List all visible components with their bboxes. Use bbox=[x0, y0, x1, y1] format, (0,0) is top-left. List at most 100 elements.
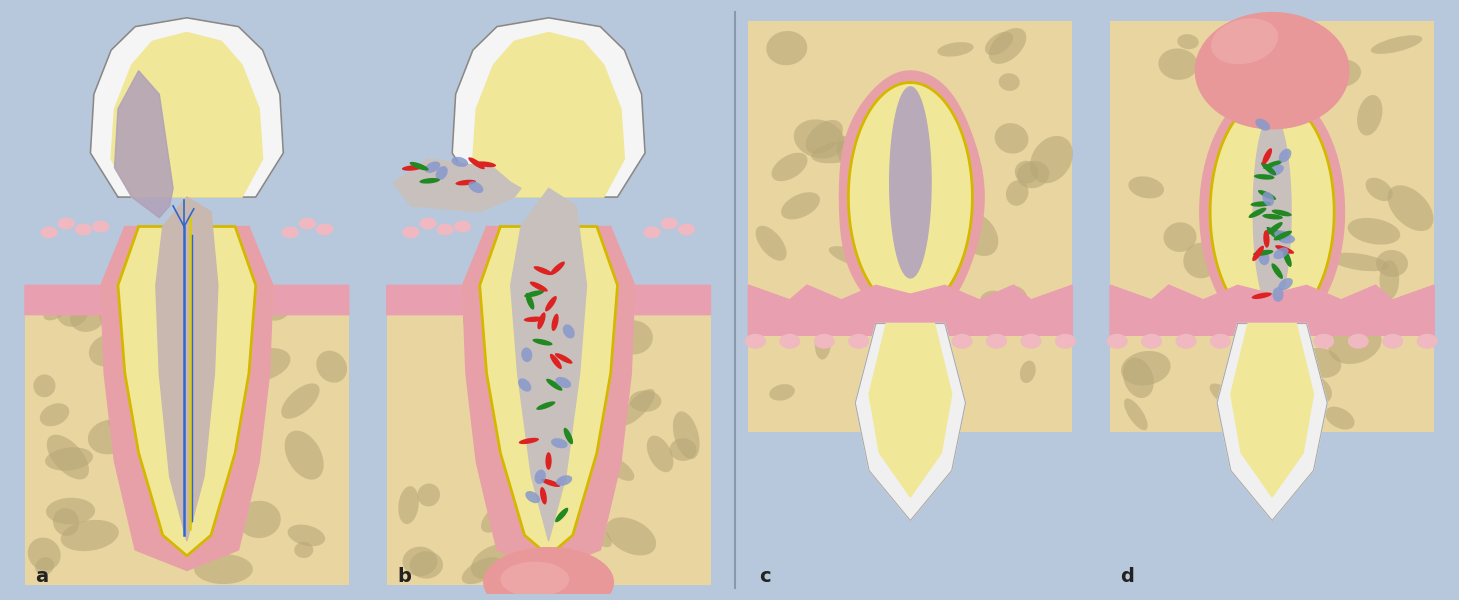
Ellipse shape bbox=[554, 508, 569, 522]
Ellipse shape bbox=[540, 487, 547, 505]
Ellipse shape bbox=[1255, 119, 1271, 131]
Ellipse shape bbox=[463, 306, 495, 336]
Ellipse shape bbox=[1262, 214, 1282, 220]
Ellipse shape bbox=[746, 334, 766, 349]
Ellipse shape bbox=[849, 126, 890, 166]
Ellipse shape bbox=[1123, 398, 1148, 430]
Ellipse shape bbox=[47, 434, 89, 479]
Ellipse shape bbox=[1280, 334, 1300, 349]
Ellipse shape bbox=[57, 295, 89, 327]
Ellipse shape bbox=[995, 123, 1029, 154]
Ellipse shape bbox=[746, 334, 766, 349]
Ellipse shape bbox=[1266, 227, 1281, 241]
Ellipse shape bbox=[1417, 334, 1437, 349]
Ellipse shape bbox=[1261, 162, 1277, 175]
Ellipse shape bbox=[1258, 251, 1269, 265]
Polygon shape bbox=[890, 87, 931, 278]
Ellipse shape bbox=[1005, 181, 1029, 206]
Polygon shape bbox=[452, 18, 645, 197]
Ellipse shape bbox=[903, 368, 944, 403]
Ellipse shape bbox=[910, 133, 941, 158]
Ellipse shape bbox=[1271, 263, 1282, 279]
Ellipse shape bbox=[1263, 230, 1269, 248]
Ellipse shape bbox=[537, 313, 546, 329]
Ellipse shape bbox=[951, 148, 982, 188]
Ellipse shape bbox=[1366, 178, 1393, 201]
Ellipse shape bbox=[1266, 222, 1282, 235]
Ellipse shape bbox=[1121, 351, 1170, 386]
Ellipse shape bbox=[1245, 334, 1265, 349]
Polygon shape bbox=[387, 226, 508, 314]
Ellipse shape bbox=[1263, 160, 1282, 169]
Ellipse shape bbox=[476, 161, 496, 167]
Ellipse shape bbox=[1262, 148, 1272, 164]
Ellipse shape bbox=[554, 353, 572, 364]
Ellipse shape bbox=[1128, 176, 1164, 199]
Ellipse shape bbox=[455, 180, 476, 185]
Ellipse shape bbox=[282, 226, 299, 238]
Ellipse shape bbox=[61, 520, 118, 551]
Ellipse shape bbox=[260, 291, 292, 320]
Ellipse shape bbox=[1278, 149, 1291, 163]
Ellipse shape bbox=[419, 218, 436, 229]
Ellipse shape bbox=[1331, 253, 1389, 271]
Ellipse shape bbox=[563, 325, 575, 338]
Ellipse shape bbox=[99, 307, 120, 341]
Ellipse shape bbox=[1371, 35, 1423, 54]
Ellipse shape bbox=[1274, 230, 1291, 240]
Polygon shape bbox=[156, 197, 217, 541]
Ellipse shape bbox=[1313, 334, 1334, 349]
Ellipse shape bbox=[918, 334, 938, 349]
Ellipse shape bbox=[550, 262, 565, 275]
Ellipse shape bbox=[552, 314, 559, 331]
Ellipse shape bbox=[398, 486, 419, 524]
Ellipse shape bbox=[546, 379, 563, 391]
Ellipse shape bbox=[468, 181, 483, 193]
Ellipse shape bbox=[1278, 278, 1293, 290]
Ellipse shape bbox=[877, 380, 912, 413]
Ellipse shape bbox=[89, 334, 127, 367]
Ellipse shape bbox=[1376, 250, 1408, 277]
Ellipse shape bbox=[537, 401, 556, 410]
Ellipse shape bbox=[417, 484, 441, 506]
Ellipse shape bbox=[814, 334, 835, 349]
Ellipse shape bbox=[500, 562, 569, 597]
Ellipse shape bbox=[1253, 174, 1275, 179]
Ellipse shape bbox=[1123, 358, 1154, 398]
Polygon shape bbox=[473, 32, 624, 197]
Ellipse shape bbox=[848, 334, 870, 349]
Ellipse shape bbox=[1268, 164, 1284, 176]
Ellipse shape bbox=[530, 281, 547, 292]
Ellipse shape bbox=[44, 292, 77, 320]
Ellipse shape bbox=[177, 373, 219, 407]
Ellipse shape bbox=[814, 334, 835, 349]
Ellipse shape bbox=[1348, 334, 1369, 349]
Ellipse shape bbox=[1382, 334, 1404, 349]
Ellipse shape bbox=[410, 162, 429, 170]
Ellipse shape bbox=[584, 344, 604, 361]
Ellipse shape bbox=[1348, 334, 1369, 349]
Ellipse shape bbox=[980, 290, 1007, 313]
Ellipse shape bbox=[317, 350, 347, 383]
Ellipse shape bbox=[549, 371, 576, 389]
Ellipse shape bbox=[605, 517, 657, 556]
Ellipse shape bbox=[1217, 84, 1249, 104]
Ellipse shape bbox=[805, 120, 843, 154]
Ellipse shape bbox=[572, 415, 597, 439]
Ellipse shape bbox=[951, 334, 972, 349]
Ellipse shape bbox=[179, 402, 217, 439]
Ellipse shape bbox=[999, 286, 1027, 311]
Ellipse shape bbox=[829, 246, 881, 269]
Ellipse shape bbox=[779, 334, 800, 349]
Ellipse shape bbox=[287, 524, 325, 546]
Ellipse shape bbox=[35, 557, 54, 575]
Ellipse shape bbox=[781, 192, 820, 220]
Bar bbox=[748, 20, 1072, 432]
Ellipse shape bbox=[670, 438, 696, 461]
Ellipse shape bbox=[47, 498, 95, 524]
Ellipse shape bbox=[238, 501, 280, 538]
Ellipse shape bbox=[70, 302, 105, 332]
Ellipse shape bbox=[925, 394, 950, 429]
Ellipse shape bbox=[643, 226, 661, 238]
Ellipse shape bbox=[1158, 49, 1198, 80]
